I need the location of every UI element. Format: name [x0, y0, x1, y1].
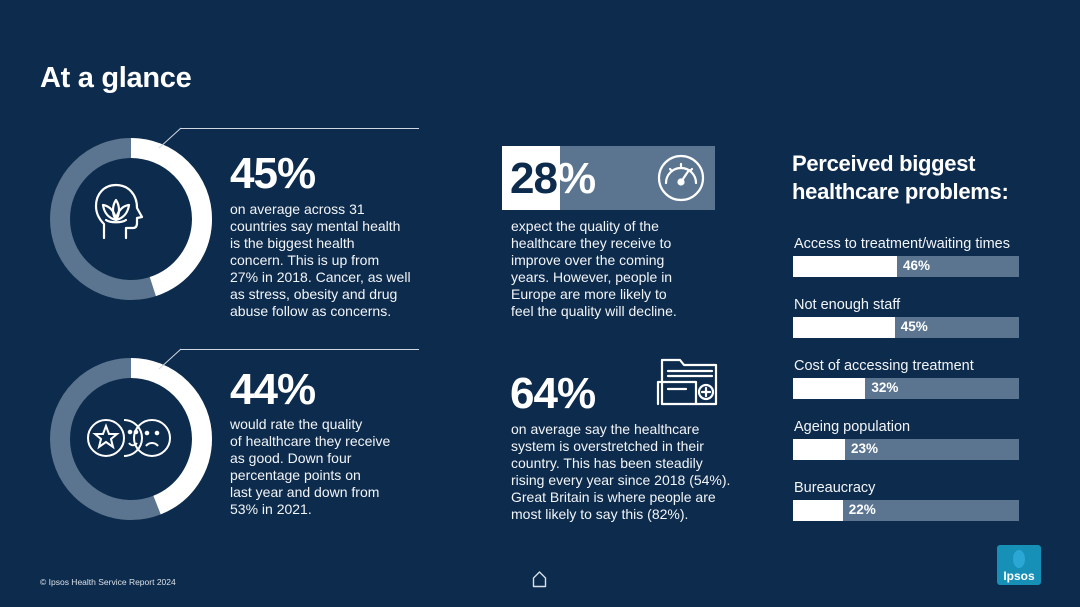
bar-label: Cost of accessing treatment [794, 358, 974, 374]
stat-text-overstretched: on average say the healthcare system is o… [511, 421, 731, 522]
ring-fill [50, 138, 212, 300]
logo-mark [1013, 550, 1025, 568]
bar [793, 378, 866, 399]
divider-line [180, 349, 419, 350]
rating-faces-icon [87, 419, 171, 457]
bar-value-label: 32% [871, 380, 899, 395]
bar-label: Ageing population [794, 419, 911, 435]
stat-value-28: 28% [510, 154, 596, 203]
stat-text-quality-expectation: expect the quality of the healthcare they… [511, 218, 677, 319]
bar [793, 256, 897, 277]
bar [793, 500, 843, 521]
page-title: At a glance [40, 62, 192, 94]
bar-track: 23% [793, 439, 1019, 460]
stat-ring-mental-health [50, 138, 212, 300]
stat-value-64: 64% [510, 369, 596, 418]
bar-track: 45% [793, 317, 1019, 338]
home-icon[interactable] [532, 570, 547, 588]
divider-corner [158, 127, 182, 149]
bar-label: Bureaucracy [794, 480, 876, 496]
ring-fill [50, 358, 212, 520]
stat-ring-quality-rating [50, 358, 212, 520]
chart-title: Perceived biggest healthcare problems: [792, 151, 1009, 204]
bar-value-label: 22% [848, 502, 876, 517]
bar-value-label: 45% [900, 319, 928, 334]
folder-plus-icon [656, 358, 718, 406]
divider-corner [158, 348, 182, 370]
stat-text-quality-rating: would rate the quality of healthcare they… [230, 416, 391, 517]
speedometer-icon [657, 154, 705, 202]
bar-label: Not enough staff [794, 297, 901, 313]
stat-value-44: 44% [230, 365, 316, 414]
bar [793, 317, 895, 338]
bar-track: 22% [793, 500, 1019, 521]
bar-value-label: 46% [902, 258, 930, 273]
logo-text: Ipsos [1003, 569, 1035, 583]
bar-label: Access to treatment/waiting times [794, 236, 1010, 252]
bar-track: 46% [793, 256, 1019, 277]
mental-health-head-icon [94, 183, 144, 240]
stat-text-mental-health: on average across 31 countries say mental… [230, 201, 411, 319]
footer-copyright: © Ipsos Health Service Report 2024 [40, 577, 176, 587]
bar-track: 32% [793, 378, 1019, 399]
bar [793, 439, 845, 460]
stat-banner-highlight [502, 146, 560, 210]
divider-line [180, 128, 419, 129]
bar-value-label: 23% [850, 441, 878, 456]
stat-value-45: 45% [230, 149, 316, 198]
